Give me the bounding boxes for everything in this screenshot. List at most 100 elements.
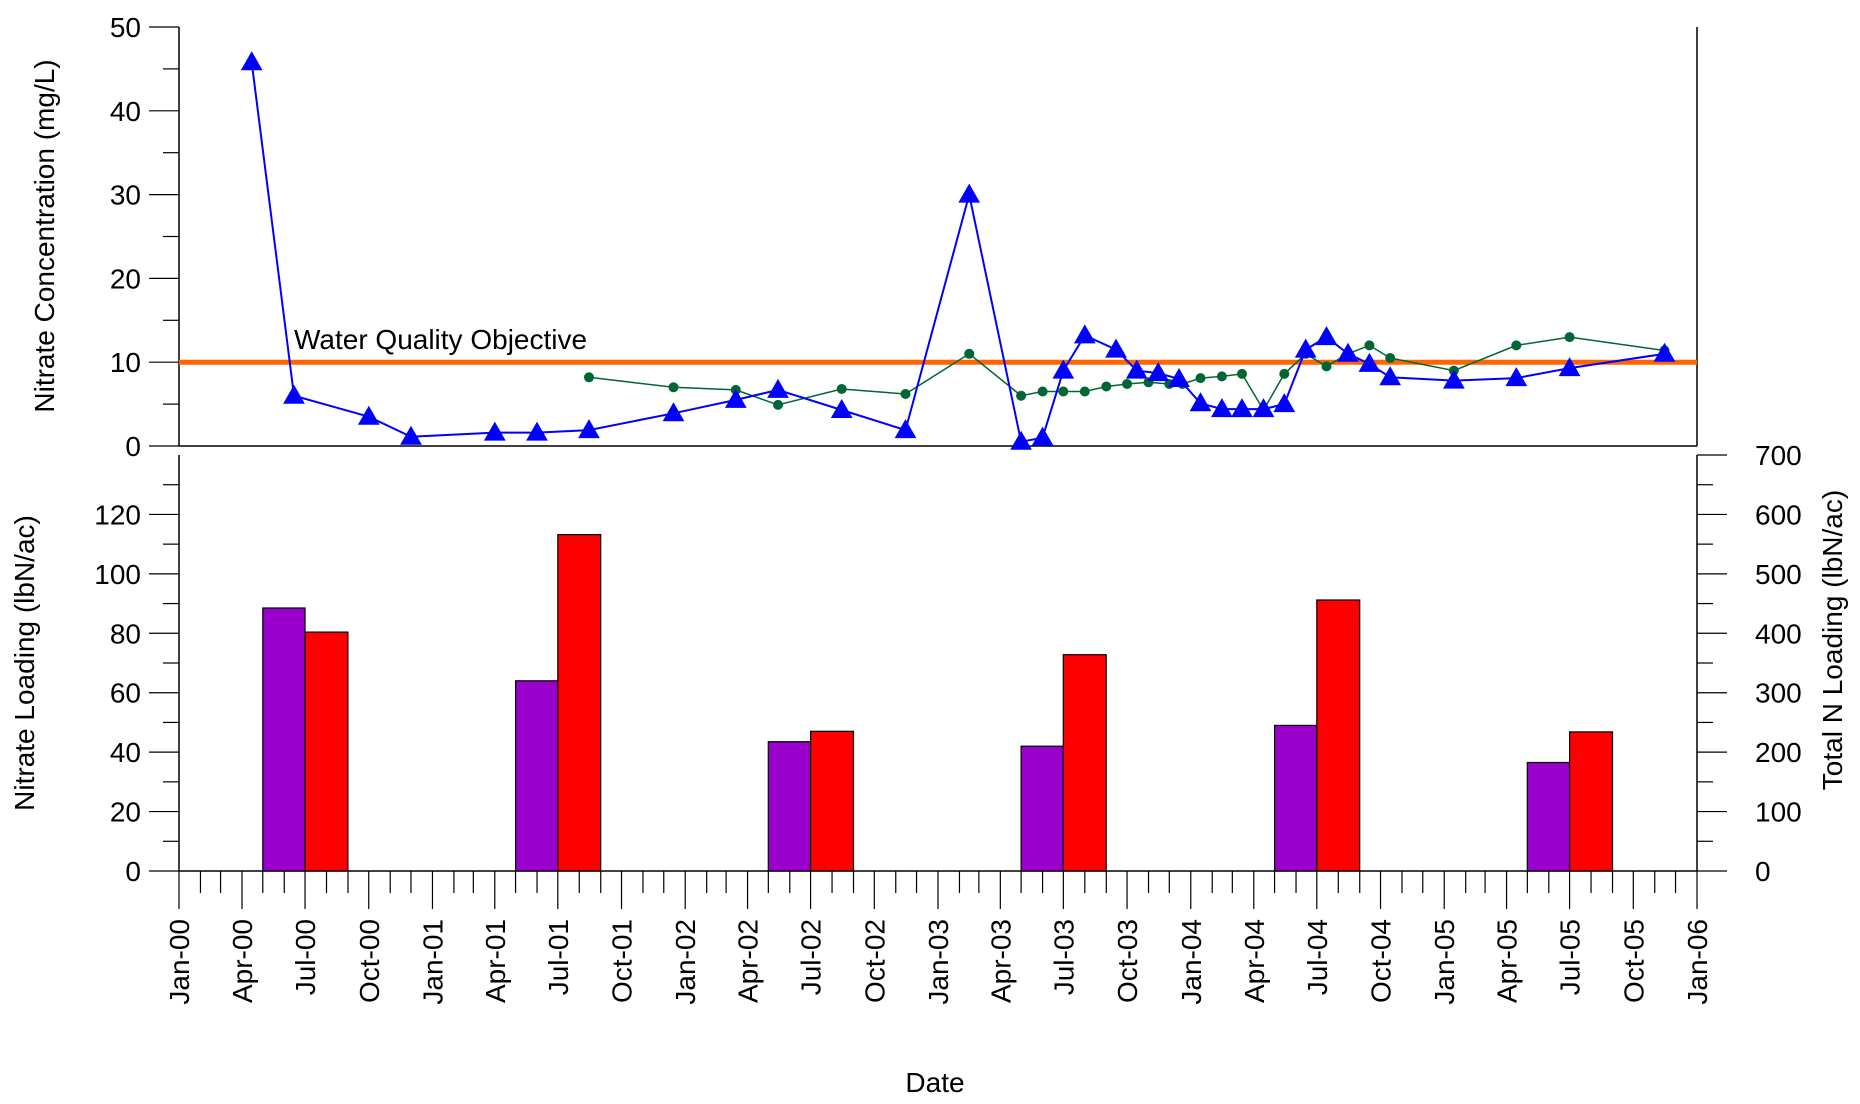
triangle-point: [1052, 359, 1075, 379]
triangle-point: [483, 421, 506, 441]
triangle-point: [1168, 367, 1190, 387]
date-tick-label: Apr-01: [480, 919, 511, 1003]
triangle-point: [1358, 352, 1381, 372]
date-tick-label: Jan-04: [1176, 919, 1207, 1005]
circle-point: [1037, 386, 1048, 397]
date-tick-label: Jan-03: [923, 919, 954, 1005]
triangle-point: [1231, 398, 1253, 418]
date-tick-label: Jan-05: [1429, 919, 1460, 1005]
nitrate-loading-y-tick-label: 60: [110, 678, 141, 709]
triangle-point: [662, 402, 685, 422]
water-quality-objective-label: Water Quality Objective: [294, 324, 587, 355]
circle-point: [1385, 353, 1396, 363]
total-n-loading-y-tick-label: 200: [1755, 737, 1802, 768]
nitrate-loading-y-tick-label: 20: [110, 797, 141, 828]
triangle-point: [1337, 342, 1359, 362]
date-tick-label: Oct-01: [607, 919, 638, 1003]
date-tick-label: Jul-04: [1302, 919, 1333, 995]
date-tick-label: Apr-00: [227, 919, 258, 1003]
total-n-loading-y-tick-label: 500: [1755, 559, 1802, 590]
circle-point: [964, 348, 975, 359]
circle-point: [584, 372, 594, 383]
nitrate-loading-bar: [1273, 724, 1318, 872]
triangle-point: [283, 384, 305, 404]
triangle-point: [767, 378, 789, 398]
triangle-point: [1125, 359, 1148, 379]
nitrate-loading-bar: [1020, 745, 1064, 872]
concentration-y-tick-label: 30: [110, 180, 141, 211]
total-n-loading-y-tick-label: 400: [1755, 618, 1802, 649]
circle-point: [1279, 368, 1290, 379]
circle-point: [1321, 361, 1332, 372]
triangle-point: [1273, 393, 1296, 413]
date-tick-label: Jul-00: [290, 919, 321, 995]
triangle-point: [1443, 369, 1465, 389]
triangle-point: [1105, 338, 1127, 358]
concentration-y-tick-label: 40: [110, 96, 141, 127]
concentration-y-tick-label: 50: [110, 12, 141, 43]
triangle-point: [240, 51, 263, 71]
concentration-y-axis-label: Nitrate Concentration (mg/L): [29, 59, 60, 412]
date-axis: Jan-00 Apr-00 Jul-00 Oct-00 Jan-01 Apr-01 Jul-…: [164, 871, 1713, 1005]
total-n-loading-bar: [1568, 731, 1614, 872]
date-tick-label: Jul-01: [543, 919, 574, 995]
circle-point: [1237, 368, 1247, 379]
circle-point: [1016, 390, 1027, 401]
total-n-loading-y-axis-label: Total N Loading (lbN/ac): [1817, 490, 1848, 790]
nitrate-loading-bar: [767, 741, 812, 872]
triangle-point: [400, 425, 422, 445]
triangle-point: [958, 183, 981, 203]
triangle-point: [1010, 430, 1032, 450]
circle-point: [1511, 340, 1522, 351]
concentration-y-tick-label: 10: [110, 347, 141, 378]
total-n-loading-y-tick-label: 300: [1755, 678, 1802, 709]
date-tick-label: Jul-05: [1555, 919, 1586, 995]
circle-point: [1058, 386, 1069, 397]
triangle-point: [830, 398, 853, 418]
loading-axes: 0 20 40 60 80 100 120 0 100 200 300 400 500 600 700: [94, 440, 1801, 887]
date-tick-label: Jan-06: [1682, 919, 1713, 1005]
nitrate-loading-bar: [262, 607, 306, 872]
date-tick-label: Apr-02: [733, 919, 764, 1003]
circle-point: [1564, 332, 1575, 343]
total-n-loading-bar: [304, 631, 349, 872]
triangle-point: [1653, 342, 1676, 362]
date-tick-label: Oct-04: [1366, 919, 1397, 1003]
nitrate-loading-bar: [514, 680, 559, 872]
total-n-loading-bar: [557, 533, 602, 872]
triangle-point: [1189, 392, 1212, 412]
circle-point: [1364, 340, 1375, 351]
date-tick-label: Oct-02: [859, 919, 890, 1003]
triangle-point: [1252, 398, 1275, 418]
circle-point: [668, 382, 679, 393]
total-n-loading-y-tick-label: 100: [1755, 797, 1802, 828]
date-tick-label: Oct-00: [354, 919, 385, 1003]
nitrate-loading-y-tick-label: 80: [110, 618, 141, 649]
date-tick-label: Oct-05: [1618, 919, 1649, 1003]
triangle-point: [894, 419, 917, 439]
date-tick-label: Jul-02: [796, 919, 827, 995]
triangle-point: [526, 421, 548, 441]
date-tick-label: Jan-02: [670, 919, 701, 1005]
circle-point: [1122, 379, 1133, 389]
total-n-loading-bar: [809, 730, 855, 872]
date-tick-label: Apr-04: [1239, 919, 1270, 1003]
nitrate-loading-y-tick-label: 100: [94, 559, 141, 590]
nitrate-loading-y-axis-label: Nitrate Loading (lbN/ac): [9, 515, 40, 811]
triangle-point: [1558, 357, 1581, 377]
total-n-loading-bar: [1316, 599, 1361, 872]
circle-point: [1216, 371, 1227, 382]
loading-panel: 0 20 40 60 80 100 120 0 100 200 300 400 500 600 700 Ni…: [9, 440, 1848, 887]
date-tick-label: Apr-03: [985, 919, 1016, 1003]
circle-point: [1079, 386, 1090, 397]
triangle-point: [1147, 362, 1170, 382]
nitrate-loading-y-tick-label: 0: [125, 856, 141, 887]
triangle-point: [357, 405, 380, 425]
circle-point: [836, 384, 847, 394]
date-tick-label: Apr-05: [1492, 919, 1523, 1003]
triangle-point: [724, 388, 747, 408]
triangle-point: [1379, 366, 1402, 386]
total-n-loading-y-tick-label: 0: [1755, 856, 1771, 887]
concentration-series: [179, 51, 1697, 450]
